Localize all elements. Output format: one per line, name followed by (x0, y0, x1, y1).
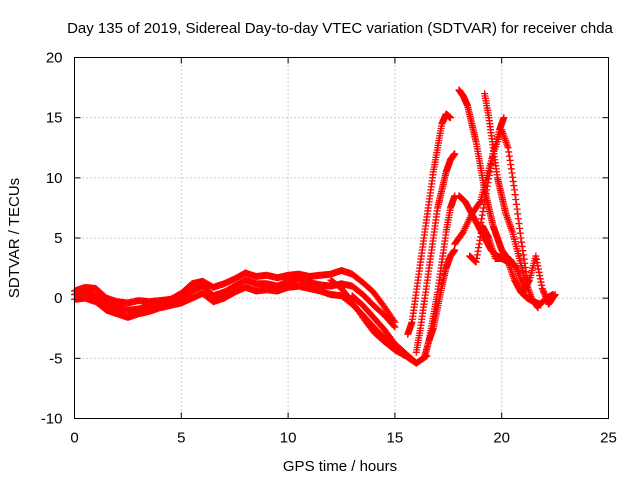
y-tick-label: 5 (54, 230, 62, 247)
y-axis-label: SDTVAR / TECUs (6, 178, 23, 298)
x-tick-label: 25 (600, 430, 617, 447)
y-tick-label: 0 (54, 290, 62, 307)
y-tick-labels: 20 15 10 5 0 -5 -10 (41, 50, 63, 428)
grid (74, 57, 609, 419)
x-tick-label: 15 (387, 430, 404, 447)
data-points (71, 86, 559, 367)
y-tick-label: -5 (49, 350, 62, 367)
data-point (451, 246, 459, 254)
data-point (391, 323, 399, 331)
y-tick-label: 10 (46, 170, 63, 187)
y-tick-label: 20 (46, 50, 63, 67)
chart-title: Day 135 of 2019, Sidereal Day-to-day VTE… (67, 20, 613, 37)
plot-frame (74, 57, 609, 419)
data-point (475, 199, 483, 207)
x-tick-label: 10 (280, 430, 297, 447)
y-tick-label: -10 (41, 411, 63, 428)
x-tick-label: 5 (177, 430, 185, 447)
data-point (451, 150, 459, 158)
data-point (446, 114, 454, 122)
x-axis-label: GPS time / hours (283, 458, 397, 475)
x-tick-label: 0 (70, 430, 78, 447)
data-point (390, 322, 398, 330)
x-tick-label: 20 (493, 430, 510, 447)
data-point (551, 291, 559, 299)
x-tick-labels: 0 5 10 15 20 25 (70, 430, 617, 447)
data-point (500, 114, 508, 122)
y-tick-label: 15 (46, 110, 63, 127)
